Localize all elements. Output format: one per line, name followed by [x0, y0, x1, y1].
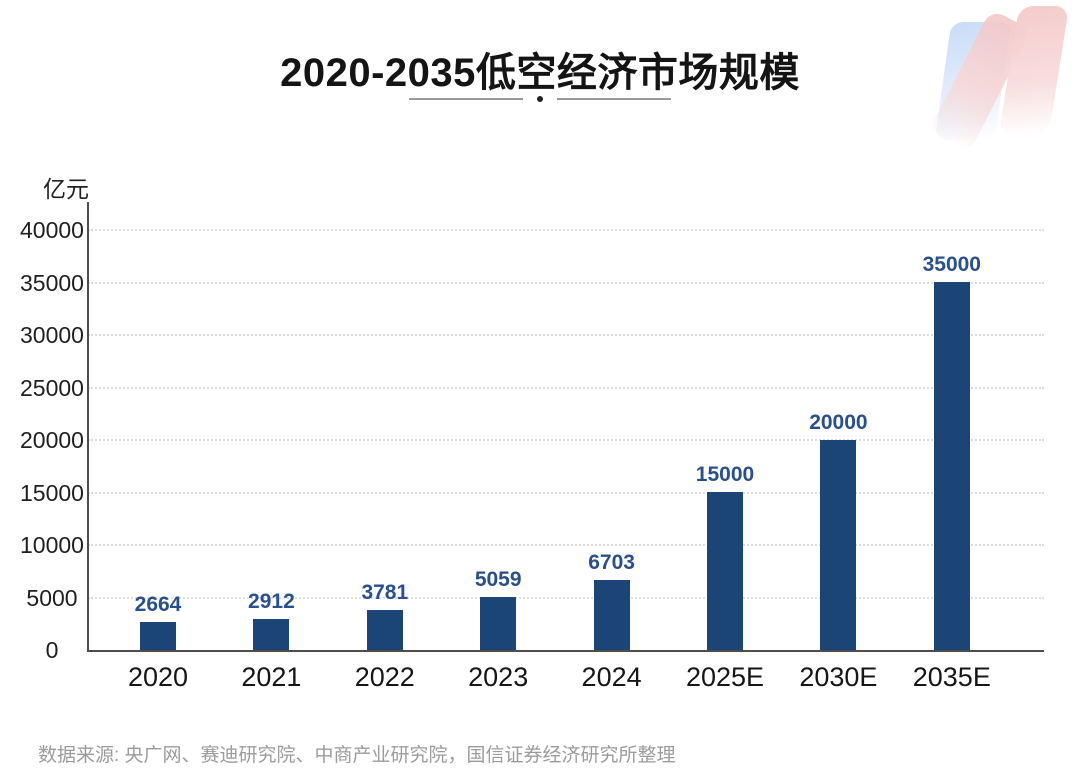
bar-2023	[480, 597, 517, 650]
bar-2024	[593, 580, 630, 650]
x-tick-label-2035E: 2035E	[912, 662, 991, 692]
x-axis-line	[87, 650, 1044, 652]
value-label-2022: 3781	[361, 581, 409, 604]
data-source-note: 数据来源: 央广网、赛迪研究院、中商产业研究院，国信证券经济研究所整理	[38, 745, 676, 766]
value-label-2024: 6703	[588, 551, 635, 574]
y-axis-line	[87, 202, 89, 650]
y-tick-label-25000: 25000	[20, 374, 84, 401]
gridline-5000	[88, 596, 1044, 599]
x-tick-label-2023: 2023	[468, 662, 529, 692]
gridline-40000	[88, 229, 1044, 231]
y-tick-label-35000: 35000	[20, 269, 84, 296]
value-label-2020: 2664	[134, 593, 182, 616]
y-tick-label-20000: 20000	[20, 427, 84, 453]
gridline-20000	[88, 439, 1044, 441]
x-tick-label-2024: 2024	[581, 662, 642, 692]
divider-line-left	[409, 98, 523, 100]
y-tick-label-5000: 5000	[26, 584, 78, 611]
y-tick-label-30000: 30000	[20, 322, 84, 348]
x-tick-label-2022: 2022	[354, 662, 415, 692]
value-label-2021: 2912	[248, 590, 295, 613]
bar-2030E	[820, 440, 857, 650]
chart-title: 2020-2035低空经济市场规模	[280, 51, 800, 95]
bar-2021	[253, 619, 290, 650]
x-tick-label-2020: 2020	[127, 662, 189, 692]
value-label-2030E: 20000	[809, 411, 868, 434]
divider-dot	[537, 96, 543, 102]
y-tick-label-0: 0	[45, 637, 59, 663]
bar-2022	[366, 610, 403, 650]
value-label-2023: 5059	[474, 568, 522, 591]
gridline-25000	[88, 386, 1044, 389]
bar-2025E	[707, 492, 743, 650]
value-label-2025E: 15000	[695, 463, 755, 486]
gridline-35000	[88, 281, 1044, 284]
title-divider	[0, 92, 1080, 106]
y-tick-label-10000: 10000	[20, 532, 84, 558]
gridline-30000	[88, 334, 1044, 336]
x-tick-label-2021: 2021	[241, 662, 302, 692]
bar-2035E	[933, 282, 970, 650]
gridline-10000	[88, 544, 1044, 546]
y-tick-label-15000: 15000	[20, 479, 84, 506]
divider-line-right	[557, 98, 671, 100]
gridline-15000	[88, 491, 1044, 494]
value-label-2035E: 35000	[922, 253, 981, 276]
x-tick-label-2025E: 2025E	[685, 662, 765, 692]
y-tick-label-40000: 40000	[20, 217, 84, 243]
bar-2020	[140, 622, 176, 650]
x-tick-label-2030E: 2030E	[799, 662, 878, 692]
y-axis-unit-label: 亿元	[43, 176, 89, 202]
